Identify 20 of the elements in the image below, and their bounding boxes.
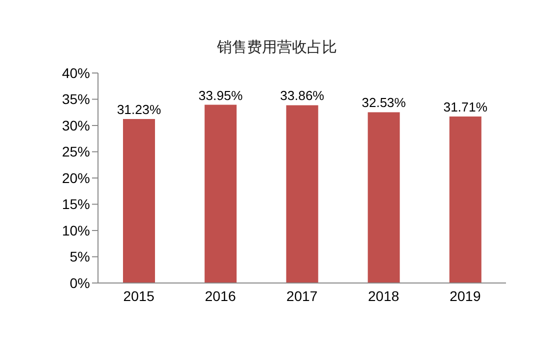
y-tick-label: 0%	[70, 274, 90, 291]
x-tick-label: 2017	[286, 288, 318, 304]
data-label: 33.86%	[280, 88, 325, 104]
y-tick-label: 5%	[70, 248, 90, 265]
x-tick-label: 2019	[450, 288, 481, 304]
y-tick-label: 25%	[62, 144, 90, 160]
data-label: 31.71%	[443, 100, 488, 115]
data-label: 33.95%	[198, 88, 244, 103]
data-label: 31.23%	[116, 102, 162, 118]
x-tick-label: 2016	[204, 288, 236, 304]
data-label: 32.53%	[362, 95, 406, 110]
y-tick-label: 20%	[62, 170, 90, 186]
x-tick-label: 2015	[123, 288, 155, 304]
y-tick-label: 15%	[62, 196, 90, 212]
y-tick-label: 30%	[62, 117, 90, 134]
chart-title: 销售费用营收占比	[216, 38, 338, 57]
y-tick-label: 35%	[62, 91, 90, 108]
y-tick-label: 40%	[62, 64, 90, 81]
x-tick-label: 2018	[368, 288, 400, 304]
y-tick-label: 10%	[62, 222, 90, 238]
